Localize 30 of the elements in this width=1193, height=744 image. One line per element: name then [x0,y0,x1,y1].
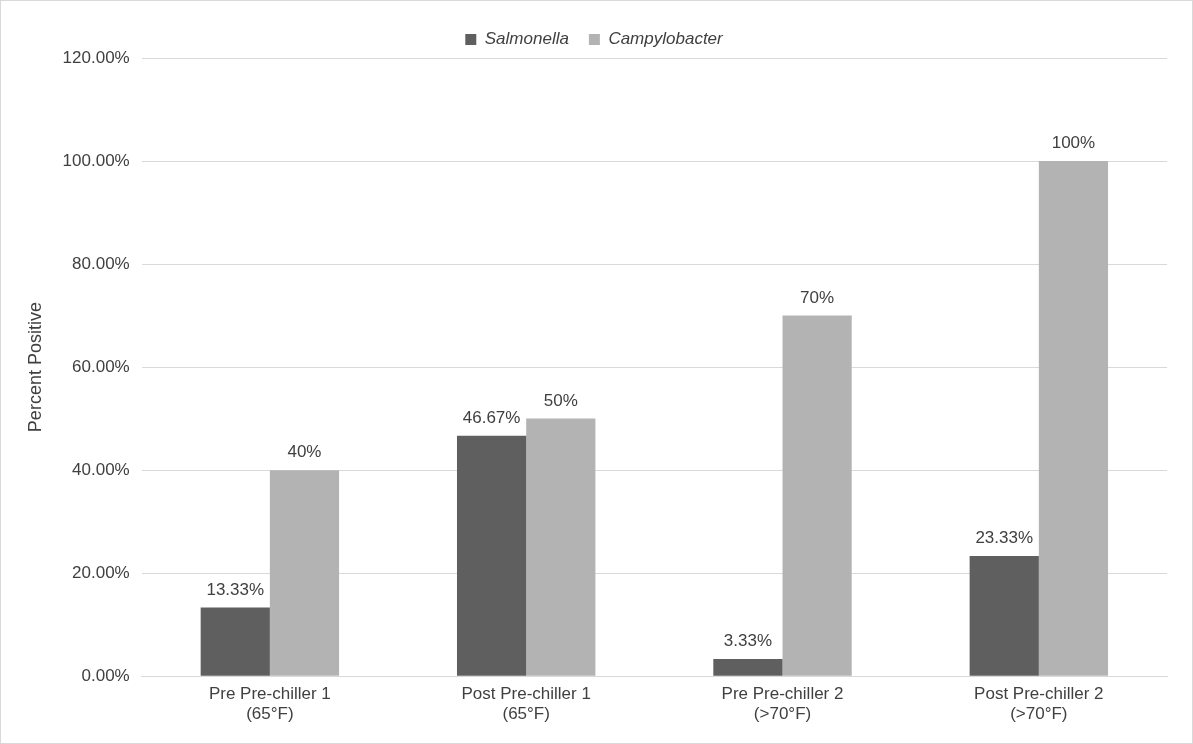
data-label: 100% [1051,133,1096,153]
bar [526,418,596,676]
bar [269,470,340,676]
y-tick-label: 80.00% [72,253,130,273]
bar [713,659,783,676]
y-tick-label: 60.00% [72,356,130,376]
data-label: 70% [800,287,835,307]
y-tick-label: 40.00% [72,459,130,479]
bar [200,607,270,676]
bar [782,315,852,676]
x-tick-label: Post Pre-chiller 1 (65°F) [461,684,591,724]
data-label: 13.33% [206,579,265,599]
data-label: 23.33% [975,528,1034,548]
data-label: 50% [543,390,578,410]
y-tick-label: 0.00% [81,665,130,685]
y-tick-label: 120.00% [62,47,130,67]
x-tick-label: Pre Pre-chiller 1 (65°F) [208,684,331,724]
x-tick-label: Post Pre-chiller 2 (>70°F) [974,684,1104,724]
data-label: 46.67% [462,407,521,427]
bar [969,556,1039,676]
y-tick-label: 20.00% [72,562,130,582]
bar [456,435,527,676]
legend-label: Salmonella [484,29,569,49]
data-label: 3.33% [723,631,773,651]
y-tick-label: 100.00% [62,150,130,170]
y-axis-title: Percent Positive [24,302,45,433]
bar [1038,161,1109,676]
x-tick-label: Pre Pre-chiller 2 (>70°F) [721,684,844,724]
data-label: 40% [287,442,322,462]
legend-label: Campylobacter [608,29,725,49]
